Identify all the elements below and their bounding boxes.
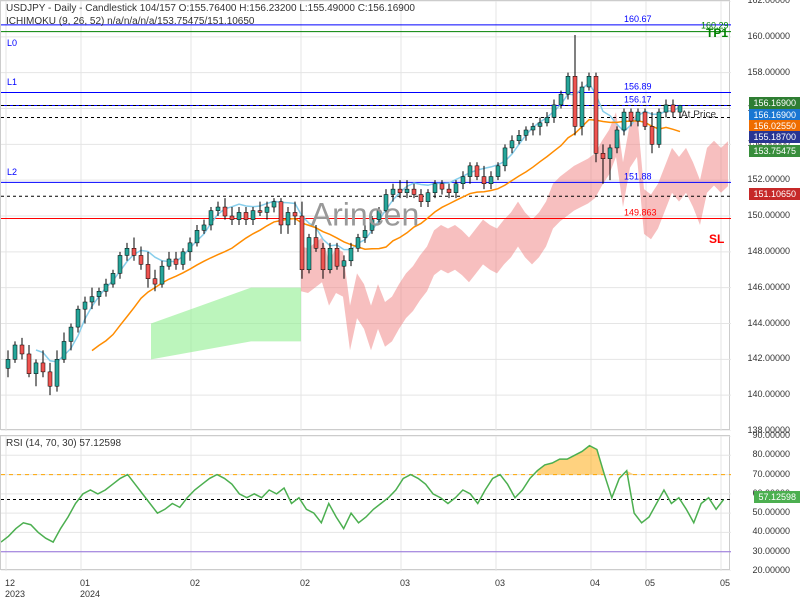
rsi-y-tick: 80.00000 [752, 449, 790, 459]
x-tick-year: 2023 [5, 589, 25, 599]
rsi-y-tick: 90.00000 [752, 430, 790, 440]
svg-text:156.89: 156.89 [624, 82, 652, 92]
rsi-y-tick: 70.00000 [752, 469, 790, 479]
rsi-chart: RSI (14, 70, 30) 57.12598 [0, 435, 730, 570]
svg-text:151.88: 151.88 [624, 171, 652, 181]
y-axis-rsi: 20.0000030.0000040.0000050.0000060.00000… [730, 435, 800, 570]
x-tick: 05 [645, 578, 655, 588]
rsi-y-tick: 20.00000 [752, 565, 790, 575]
y-tick-label: 158.00000 [747, 67, 790, 77]
price-badge: 156.16900 [749, 97, 800, 109]
x-tick: 03 [495, 578, 505, 588]
rsi-y-tick: 30.00000 [752, 546, 790, 556]
chart-container: USDJPY - Daily - Candlestick 104/157 O:1… [0, 0, 800, 600]
rsi-title: RSI (14, 70, 30) 57.12598 [6, 438, 121, 449]
price-badge: 155.18700 [749, 131, 800, 143]
price-badge: 151.10650 [749, 188, 800, 200]
y-tick-label: 142.00000 [747, 353, 790, 363]
chart-svg: 160.67160.29156.89156.17151.88149.863TP1… [1, 1, 731, 431]
x-axis: 122023 012024 02 02 03 03 04 05 05 [0, 572, 730, 600]
x-tick-year: 2024 [80, 589, 100, 599]
x-tick: 04 [590, 578, 600, 588]
svg-text:TP1: TP1 [706, 26, 728, 40]
svg-text:L0: L0 [7, 38, 17, 48]
y-tick-label: 152.00000 [747, 174, 790, 184]
y-tick-label: 160.00000 [747, 31, 790, 41]
svg-text:L1: L1 [7, 77, 17, 87]
svg-text:At Price: At Price [681, 109, 716, 120]
x-tick: 02 [190, 578, 200, 588]
x-tick: 02 [300, 578, 310, 588]
y-tick-label: 162.00000 [747, 0, 790, 5]
x-tick: 05 [720, 578, 730, 588]
price-badge: 153.75475 [749, 145, 800, 157]
y-tick-label: 148.00000 [747, 246, 790, 256]
svg-text:SL: SL [709, 232, 724, 246]
rsi-y-tick: 50.00000 [752, 507, 790, 517]
chart-title: USDJPY - Daily - Candlestick 104/157 O:1… [6, 3, 415, 14]
svg-text:156.17: 156.17 [624, 94, 652, 104]
svg-text:160.67: 160.67 [624, 14, 652, 24]
ichimoku-indicator-label: ICHIMOKU (9, 26, 52) n/a/n/a/n/a/153.754… [6, 16, 255, 27]
rsi-current-badge: 57.12598 [754, 491, 800, 503]
y-tick-label: 150.00000 [747, 210, 790, 220]
y-tick-label: 140.00000 [747, 389, 790, 399]
svg-text:149.863: 149.863 [624, 208, 657, 218]
main-price-chart: USDJPY - Daily - Candlestick 104/157 O:1… [0, 0, 730, 430]
rsi-y-tick: 40.00000 [752, 526, 790, 536]
rsi-svg [1, 436, 731, 571]
y-tick-label: 144.00000 [747, 318, 790, 328]
x-tick: 03 [400, 578, 410, 588]
y-tick-label: 146.00000 [747, 282, 790, 292]
x-tick: 12 [5, 578, 15, 588]
svg-text:L2: L2 [7, 167, 17, 177]
x-tick: 01 [80, 578, 90, 588]
y-axis-main: 138.00000140.00000142.00000144.00000146.… [730, 0, 800, 430]
